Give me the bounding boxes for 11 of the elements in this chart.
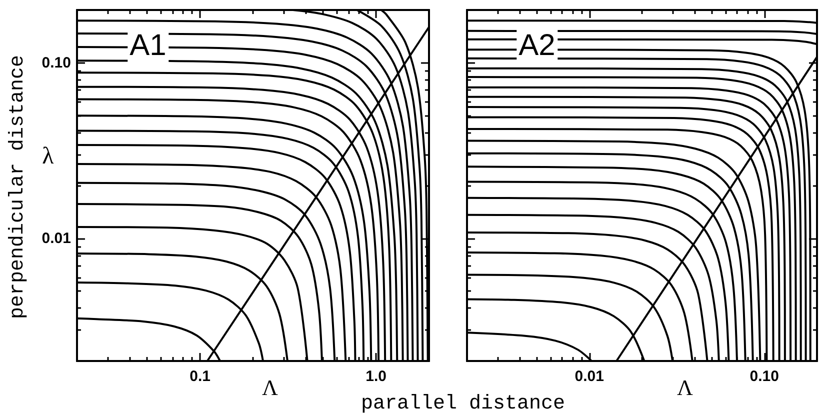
text: parallel distance — [360, 392, 566, 413]
x-tick-label: 1.0 — [366, 368, 386, 385]
x-tick-label: 0.01 — [574, 368, 604, 385]
annotation: A1 — [128, 29, 168, 63]
x-tick-label: 0.10 — [750, 368, 779, 385]
x-axis-title: Λ — [677, 375, 693, 401]
x-tick-label: 0.1 — [190, 368, 210, 385]
annotation: A2 — [516, 29, 558, 63]
text: perpendicular distance — [6, 54, 30, 320]
x-axis-title: Λ — [262, 375, 278, 401]
y-axis-title: λ — [42, 144, 54, 170]
